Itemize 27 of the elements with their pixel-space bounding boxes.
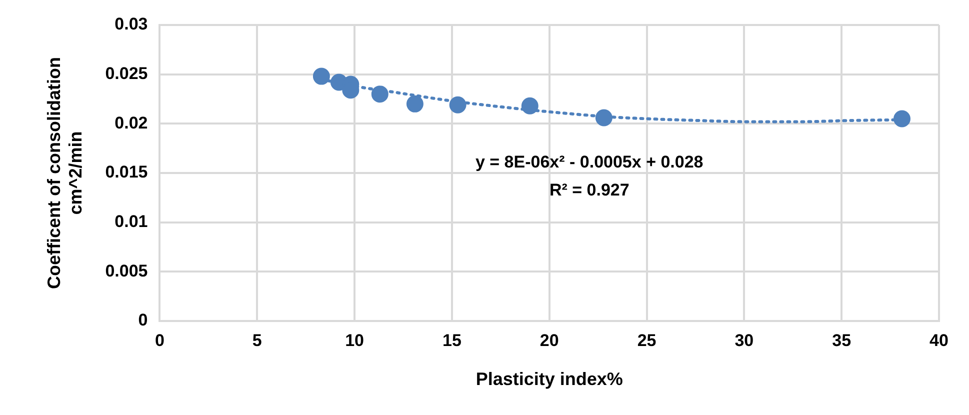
point xyxy=(521,97,538,114)
annotation: R² = 0.927 xyxy=(549,180,630,200)
annotation: y = 8E-06x² - 0.0005x + 0.028 xyxy=(475,152,704,172)
x-tick-label: 40 xyxy=(930,330,948,350)
point xyxy=(406,95,424,112)
y-tick-label: 0.015 xyxy=(105,162,148,182)
x-tick-label: 10 xyxy=(345,330,364,350)
point xyxy=(595,109,612,126)
x-tick-label: 15 xyxy=(442,330,462,350)
point xyxy=(312,68,330,85)
x-tick-label: 5 xyxy=(252,330,262,350)
y-tick-label: 0 xyxy=(138,310,148,330)
y-tick-label: 0.01 xyxy=(114,212,148,232)
x-tick-label: 35 xyxy=(832,330,852,350)
point xyxy=(893,110,910,128)
x-tick-label: 30 xyxy=(734,330,754,350)
x-tick-label: 25 xyxy=(637,330,656,350)
y-axis-title: Coefficent of consolidation cm^2/min xyxy=(44,57,86,289)
x-axis-title: Plasticity index% xyxy=(476,369,623,390)
y-tick-label: 0.02 xyxy=(114,113,148,132)
x-tick-label: 20 xyxy=(540,330,559,350)
y-tick-label: 0.005 xyxy=(105,261,148,280)
x-tick-label: 0 xyxy=(155,330,164,350)
point xyxy=(371,86,388,103)
y-tick-label: 0.03 xyxy=(114,14,148,34)
point xyxy=(449,96,466,114)
y-tick-label: 0.025 xyxy=(105,64,148,84)
